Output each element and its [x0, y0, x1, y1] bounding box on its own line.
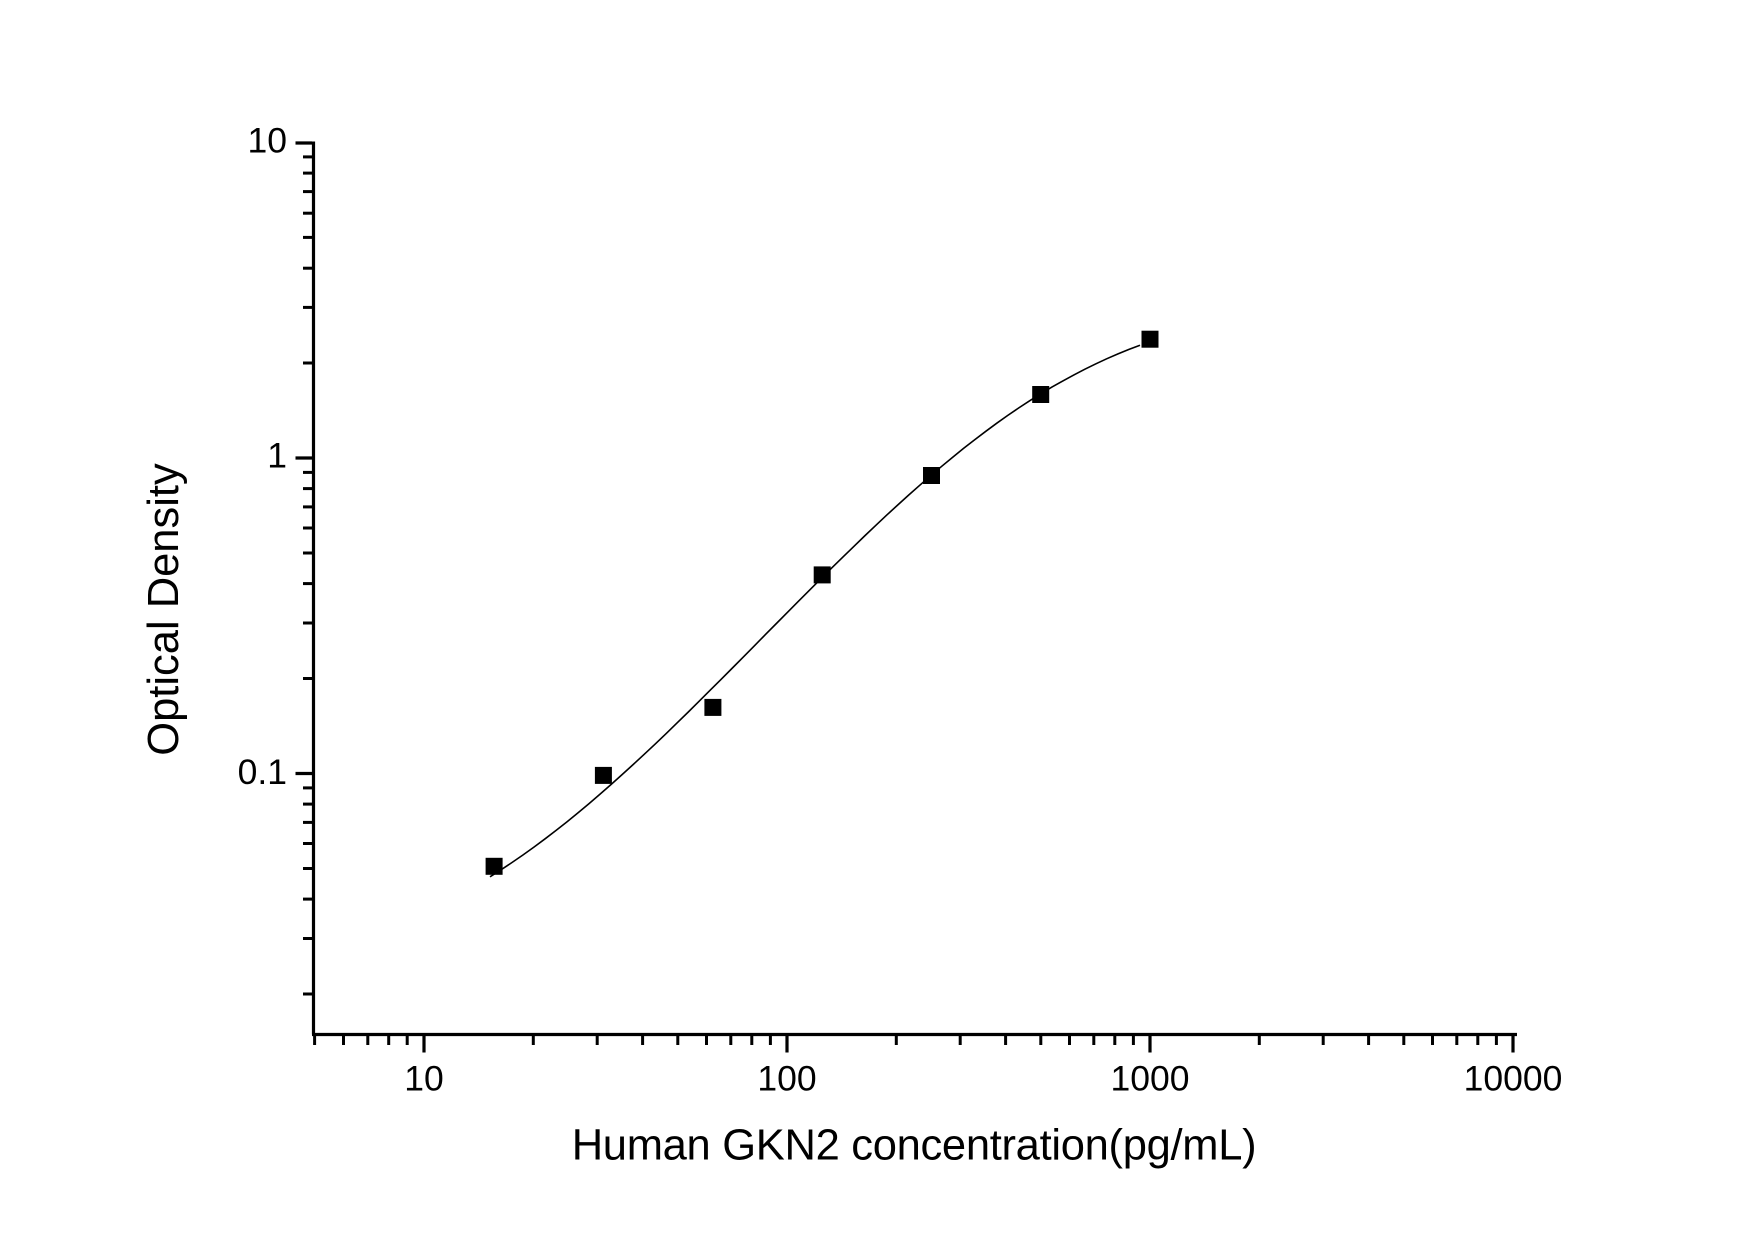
svg-text:Optical Density: Optical Density	[140, 463, 188, 756]
svg-text:0.1: 0.1	[238, 752, 287, 792]
svg-text:10: 10	[404, 1059, 444, 1099]
svg-text:1000: 1000	[1111, 1059, 1190, 1099]
svg-text:1: 1	[267, 436, 287, 476]
svg-text:Human GKN2 concentration(pg/mL: Human GKN2 concentration(pg/mL)	[572, 1122, 1257, 1170]
svg-text:100: 100	[757, 1059, 816, 1099]
svg-text:10: 10	[248, 121, 288, 161]
svg-text:10000: 10000	[1464, 1059, 1563, 1099]
